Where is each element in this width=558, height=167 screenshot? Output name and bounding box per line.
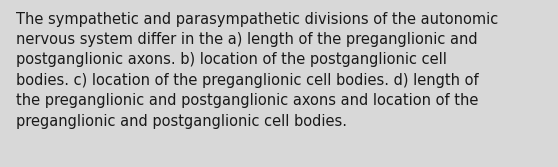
Text: The sympathetic and parasympathetic divisions of the autonomic
nervous system di: The sympathetic and parasympathetic divi… (16, 12, 498, 129)
